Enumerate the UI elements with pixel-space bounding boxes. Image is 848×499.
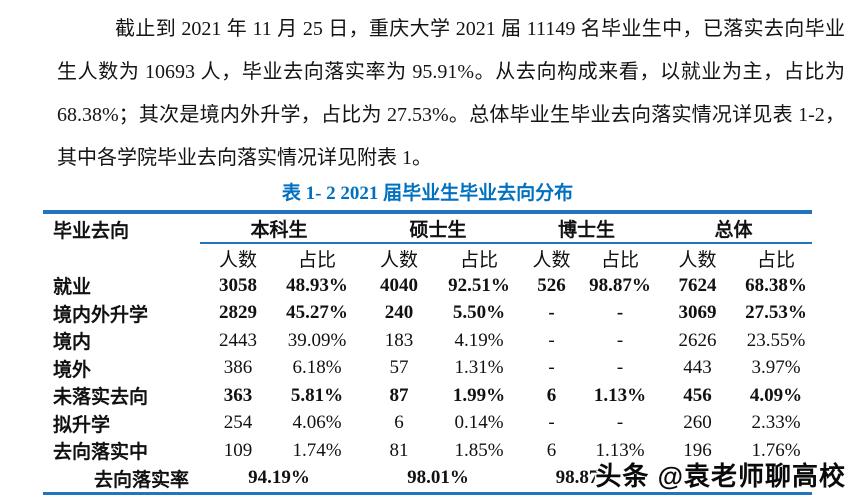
table-row-employment: 就业 3058 48.93% 4040 92.51% 526 98.87% 76… — [43, 272, 812, 300]
cell-value: 196 — [683, 439, 712, 461]
cell-value: 3.97% — [751, 357, 801, 379]
cell-value: 7624 — [678, 274, 717, 296]
cell-value: 240 — [384, 302, 414, 324]
cell-value: 1.99% — [452, 384, 506, 406]
cell-value: - — [616, 412, 624, 434]
cell-value: 57 — [389, 357, 409, 379]
cell-value: 6 — [546, 384, 557, 406]
cell-value: - — [616, 329, 624, 351]
rate-undergraduate: 94.19% — [248, 467, 310, 488]
row-label: 境内 — [53, 332, 92, 354]
table-title: 表 1- 2 2021 届毕业生毕业去向分布 — [281, 183, 574, 204]
rate-master: 98.01% — [407, 467, 469, 488]
cell-value: - — [548, 302, 555, 324]
table-row-settlement-rate: 去向落实率 94.19% 98.01% 98.87% — [43, 465, 812, 492]
cell-value: 2443 — [219, 329, 257, 351]
cell-value: 1.31% — [454, 357, 504, 379]
cell-value: 2829 — [219, 302, 257, 324]
cell-value: 48.93% — [286, 274, 348, 296]
cell-value: - — [548, 357, 555, 379]
cell-value: 3058 — [219, 274, 257, 296]
cell-value: 5.81% — [290, 384, 344, 406]
cell-value: - — [616, 302, 624, 324]
table-group-header-row: 毕业去向 本科生 硕士生 博士生 总体 — [43, 214, 812, 244]
row-label: 境内外升学 — [53, 304, 149, 326]
cell-value: 183 — [384, 329, 414, 351]
cell-value: 6.18% — [292, 357, 342, 379]
row-label: 拟升学 — [53, 414, 111, 436]
cell-value: 260 — [683, 412, 712, 434]
cell-value: 98.87% — [589, 274, 651, 296]
table-subheader-row: 人数 占比 人数 占比 人数 占比 人数 占比 — [43, 244, 812, 272]
cell-value: 1.13% — [593, 384, 647, 406]
row-label: 未落实去向 — [53, 387, 149, 409]
cell-value: 6 — [546, 439, 557, 461]
subheader-count: 人数 — [379, 249, 418, 271]
subheader-ratio: 占比 — [756, 249, 795, 271]
rate-doctor: 98.87% — [555, 467, 618, 488]
col-header-doctor: 博士生 — [518, 214, 655, 244]
cell-value: 3069 — [678, 302, 717, 324]
table-row-planning-study: 拟升学 254 4.06% 6 0.14% - - 260 2.33% — [43, 410, 812, 438]
destination-table: 毕业去向 本科生 硕士生 博士生 总体 人数 占比 人数 占比 人数 占比 人数… — [43, 210, 812, 495]
cell-value: 81 — [389, 439, 409, 461]
table-row-unsettled: 未落实去向 363 5.81% 87 1.99% 6 1.13% 456 4.0… — [43, 382, 812, 410]
subheader-ratio: 占比 — [297, 249, 336, 271]
cell-value: 2.33% — [751, 412, 801, 434]
table-row-further-study: 境内外升学 2829 45.27% 240 5.50% - - 3069 27.… — [43, 300, 812, 328]
row-label: 去向落实率 — [93, 469, 189, 491]
cell-value: - — [616, 357, 624, 379]
col-header-undergraduate: 本科生 — [200, 214, 358, 244]
cell-value: 4.09% — [749, 384, 803, 406]
watermark: 头条 @袁老师聊高校 — [595, 461, 846, 491]
col-header-destination: 毕业去向 — [53, 220, 130, 242]
table-row-overseas: 境外 386 6.18% 57 1.31% - - 443 3.97% — [43, 355, 812, 383]
col-header-master: 硕士生 — [358, 214, 518, 244]
cell-value: 5.50% — [452, 302, 506, 324]
cell-value: 23.55% — [746, 329, 806, 351]
cell-value: 1.74% — [292, 439, 342, 461]
cell-value: 1.76% — [751, 439, 801, 461]
cell-value: 6 — [394, 412, 404, 434]
cell-value: 456 — [683, 384, 712, 406]
cell-value: 92.51% — [448, 274, 510, 296]
row-label: 去向落实中 — [53, 442, 149, 464]
cell-value: 109 — [223, 439, 253, 461]
row-label: 境外 — [53, 359, 92, 381]
cell-value: 39.09% — [287, 329, 347, 351]
cell-value: 443 — [683, 357, 712, 379]
table-row-in-progress: 去向落实中 109 1.74% 81 1.85% 6 1.13% 196 1.7… — [43, 437, 812, 465]
subheader-count: 人数 — [218, 249, 257, 271]
row-label: 就业 — [53, 277, 92, 299]
cell-value: 2626 — [678, 329, 717, 351]
cell-value: 4.06% — [292, 412, 342, 434]
cell-value: - — [548, 329, 555, 351]
cell-value: 4.19% — [454, 329, 504, 351]
cell-value: 254 — [223, 412, 253, 434]
cell-value: - — [548, 412, 555, 434]
cell-value: 363 — [223, 384, 253, 406]
cell-value: 68.38% — [745, 274, 807, 296]
subheader-ratio: 占比 — [600, 249, 639, 271]
cell-value: 27.53% — [745, 302, 807, 324]
cell-value: 45.27% — [286, 302, 348, 324]
summary-paragraph: 截止到 2021 年 11 月 25 日，重庆大学 2021 届 11149 名… — [57, 18, 845, 169]
cell-value: 0.14% — [454, 412, 504, 434]
cell-value: 1.85% — [454, 439, 504, 461]
subheader-count: 人数 — [678, 249, 717, 271]
table-row-domestic: 境内 2443 39.09% 183 4.19% - - 2626 23.55% — [43, 327, 812, 355]
cell-value: 87 — [389, 384, 409, 406]
subheader-ratio: 占比 — [459, 249, 498, 271]
cell-value: 386 — [223, 357, 253, 379]
subheader-count: 人数 — [532, 249, 571, 271]
col-header-total: 总体 — [655, 214, 812, 244]
cell-value: 1.13% — [595, 439, 645, 461]
cell-value: 526 — [537, 274, 566, 296]
cell-value: 4040 — [380, 274, 418, 296]
